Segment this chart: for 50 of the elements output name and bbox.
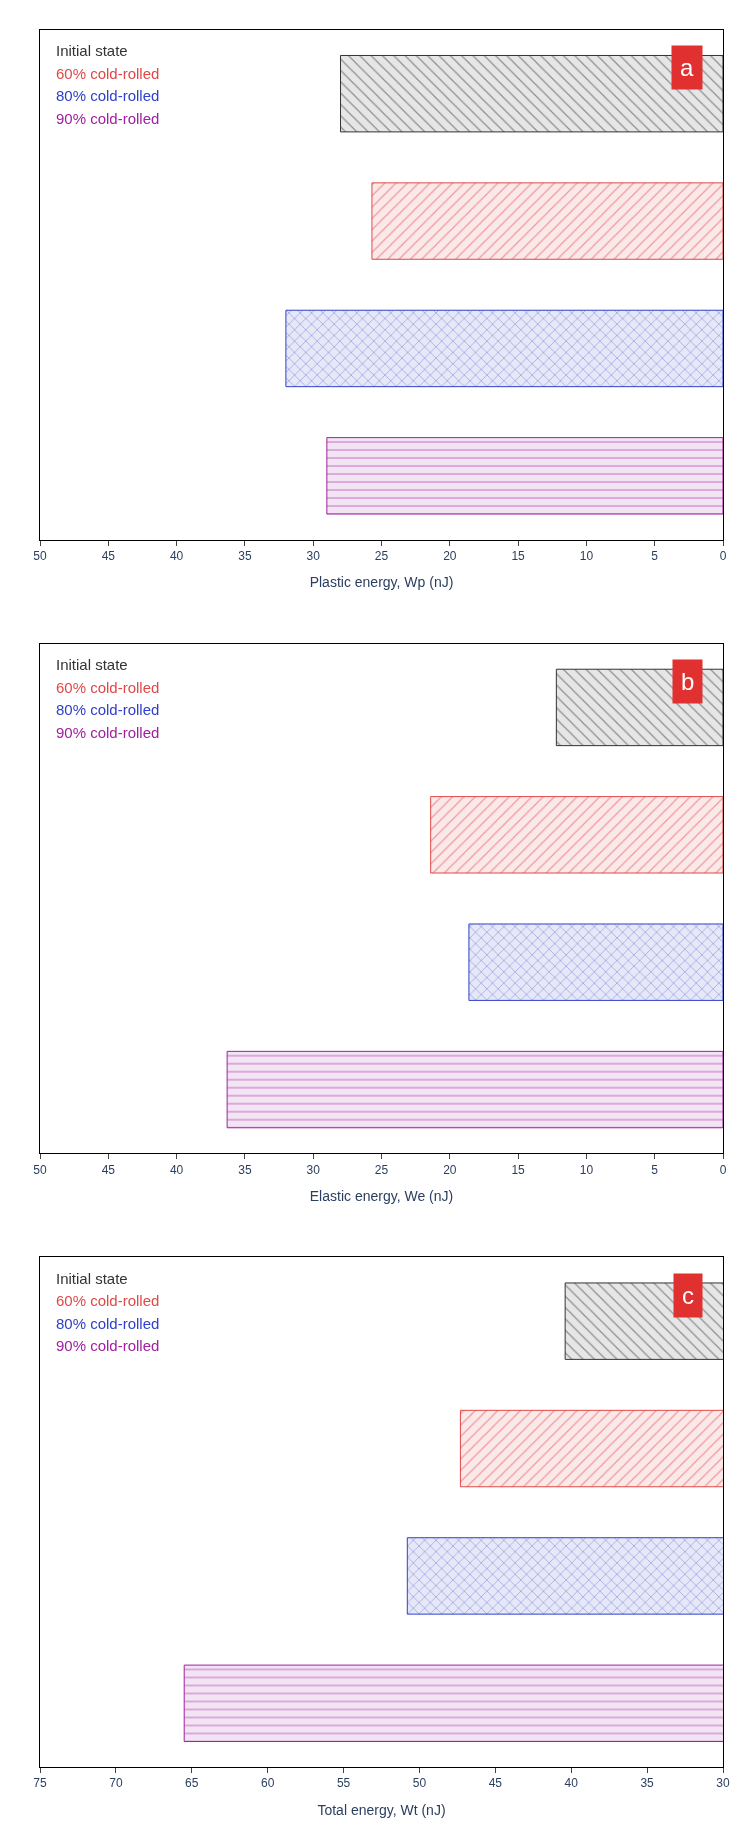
x-axis-title: Elastic energy, We (nJ) [309,1187,454,1204]
annotation: a [680,54,694,81]
x-tick-label: 25 [374,548,389,563]
x-tick-label: 55 [336,1776,351,1791]
text: 90% cold-rolled [56,110,160,127]
text: 60% cold-rolled [56,1292,160,1309]
x-tick-label: 30 [306,1162,321,1177]
text: Initial state [56,1270,128,1287]
x-tick-label: 20 [443,1162,457,1177]
text: 60% cold-rolled [56,65,160,82]
x-tick-label: 40 [169,548,184,563]
x-tick-label: 10 [579,548,594,563]
x-tick-label: 15 [511,548,526,563]
x-tick-label: 50 [33,1162,47,1177]
annotation: c [682,1282,694,1309]
text: Initial state [56,42,128,59]
x-tick-label: 15 [511,1162,526,1177]
x-tick-label: 5 [651,1162,659,1177]
text: 80% cold-rolled [56,1315,160,1332]
text: 80% cold-rolled [56,701,160,718]
x-tick-label: 30 [306,548,321,563]
x-axis-title: Total energy, Wt (nJ) [317,1801,446,1818]
x-tick-label: 35 [238,1162,252,1177]
x-tick-label: 45 [101,548,116,563]
x-tick-label: 40 [564,1776,579,1791]
text: 60% cold-rolled [56,679,160,696]
annotation: b [681,668,695,695]
x-tick-label: 35 [640,1776,655,1791]
x-tick-label: 45 [101,1162,116,1177]
x-tick-label: 20 [443,548,457,563]
x-tick-label: 40 [169,1162,184,1177]
x-tick-label: 45 [488,1776,503,1791]
x-tick-label: 0 [719,1162,727,1177]
text: 90% cold-rolled [56,724,160,741]
x-tick-label: 60 [260,1776,275,1791]
x-tick-label: 70 [109,1776,123,1791]
x-tick-label: 75 [33,1776,47,1791]
x-tick-label: 30 [716,1776,730,1791]
x-axis-title: Plastic energy, Wp (nJ) [309,574,454,591]
x-tick-label: 50 [412,1776,427,1791]
x-tick-label: 65 [185,1776,199,1791]
x-tick-label: 10 [579,1162,594,1177]
text: 90% cold-rolled [56,1337,160,1354]
x-tick-label: 5 [651,548,659,563]
text: 80% cold-rolled [56,87,160,104]
text: Initial state [56,656,128,673]
x-tick-label: 50 [33,548,47,563]
x-tick-label: 25 [374,1162,389,1177]
x-tick-label: 0 [719,548,727,563]
x-tick-label: 35 [238,548,252,563]
